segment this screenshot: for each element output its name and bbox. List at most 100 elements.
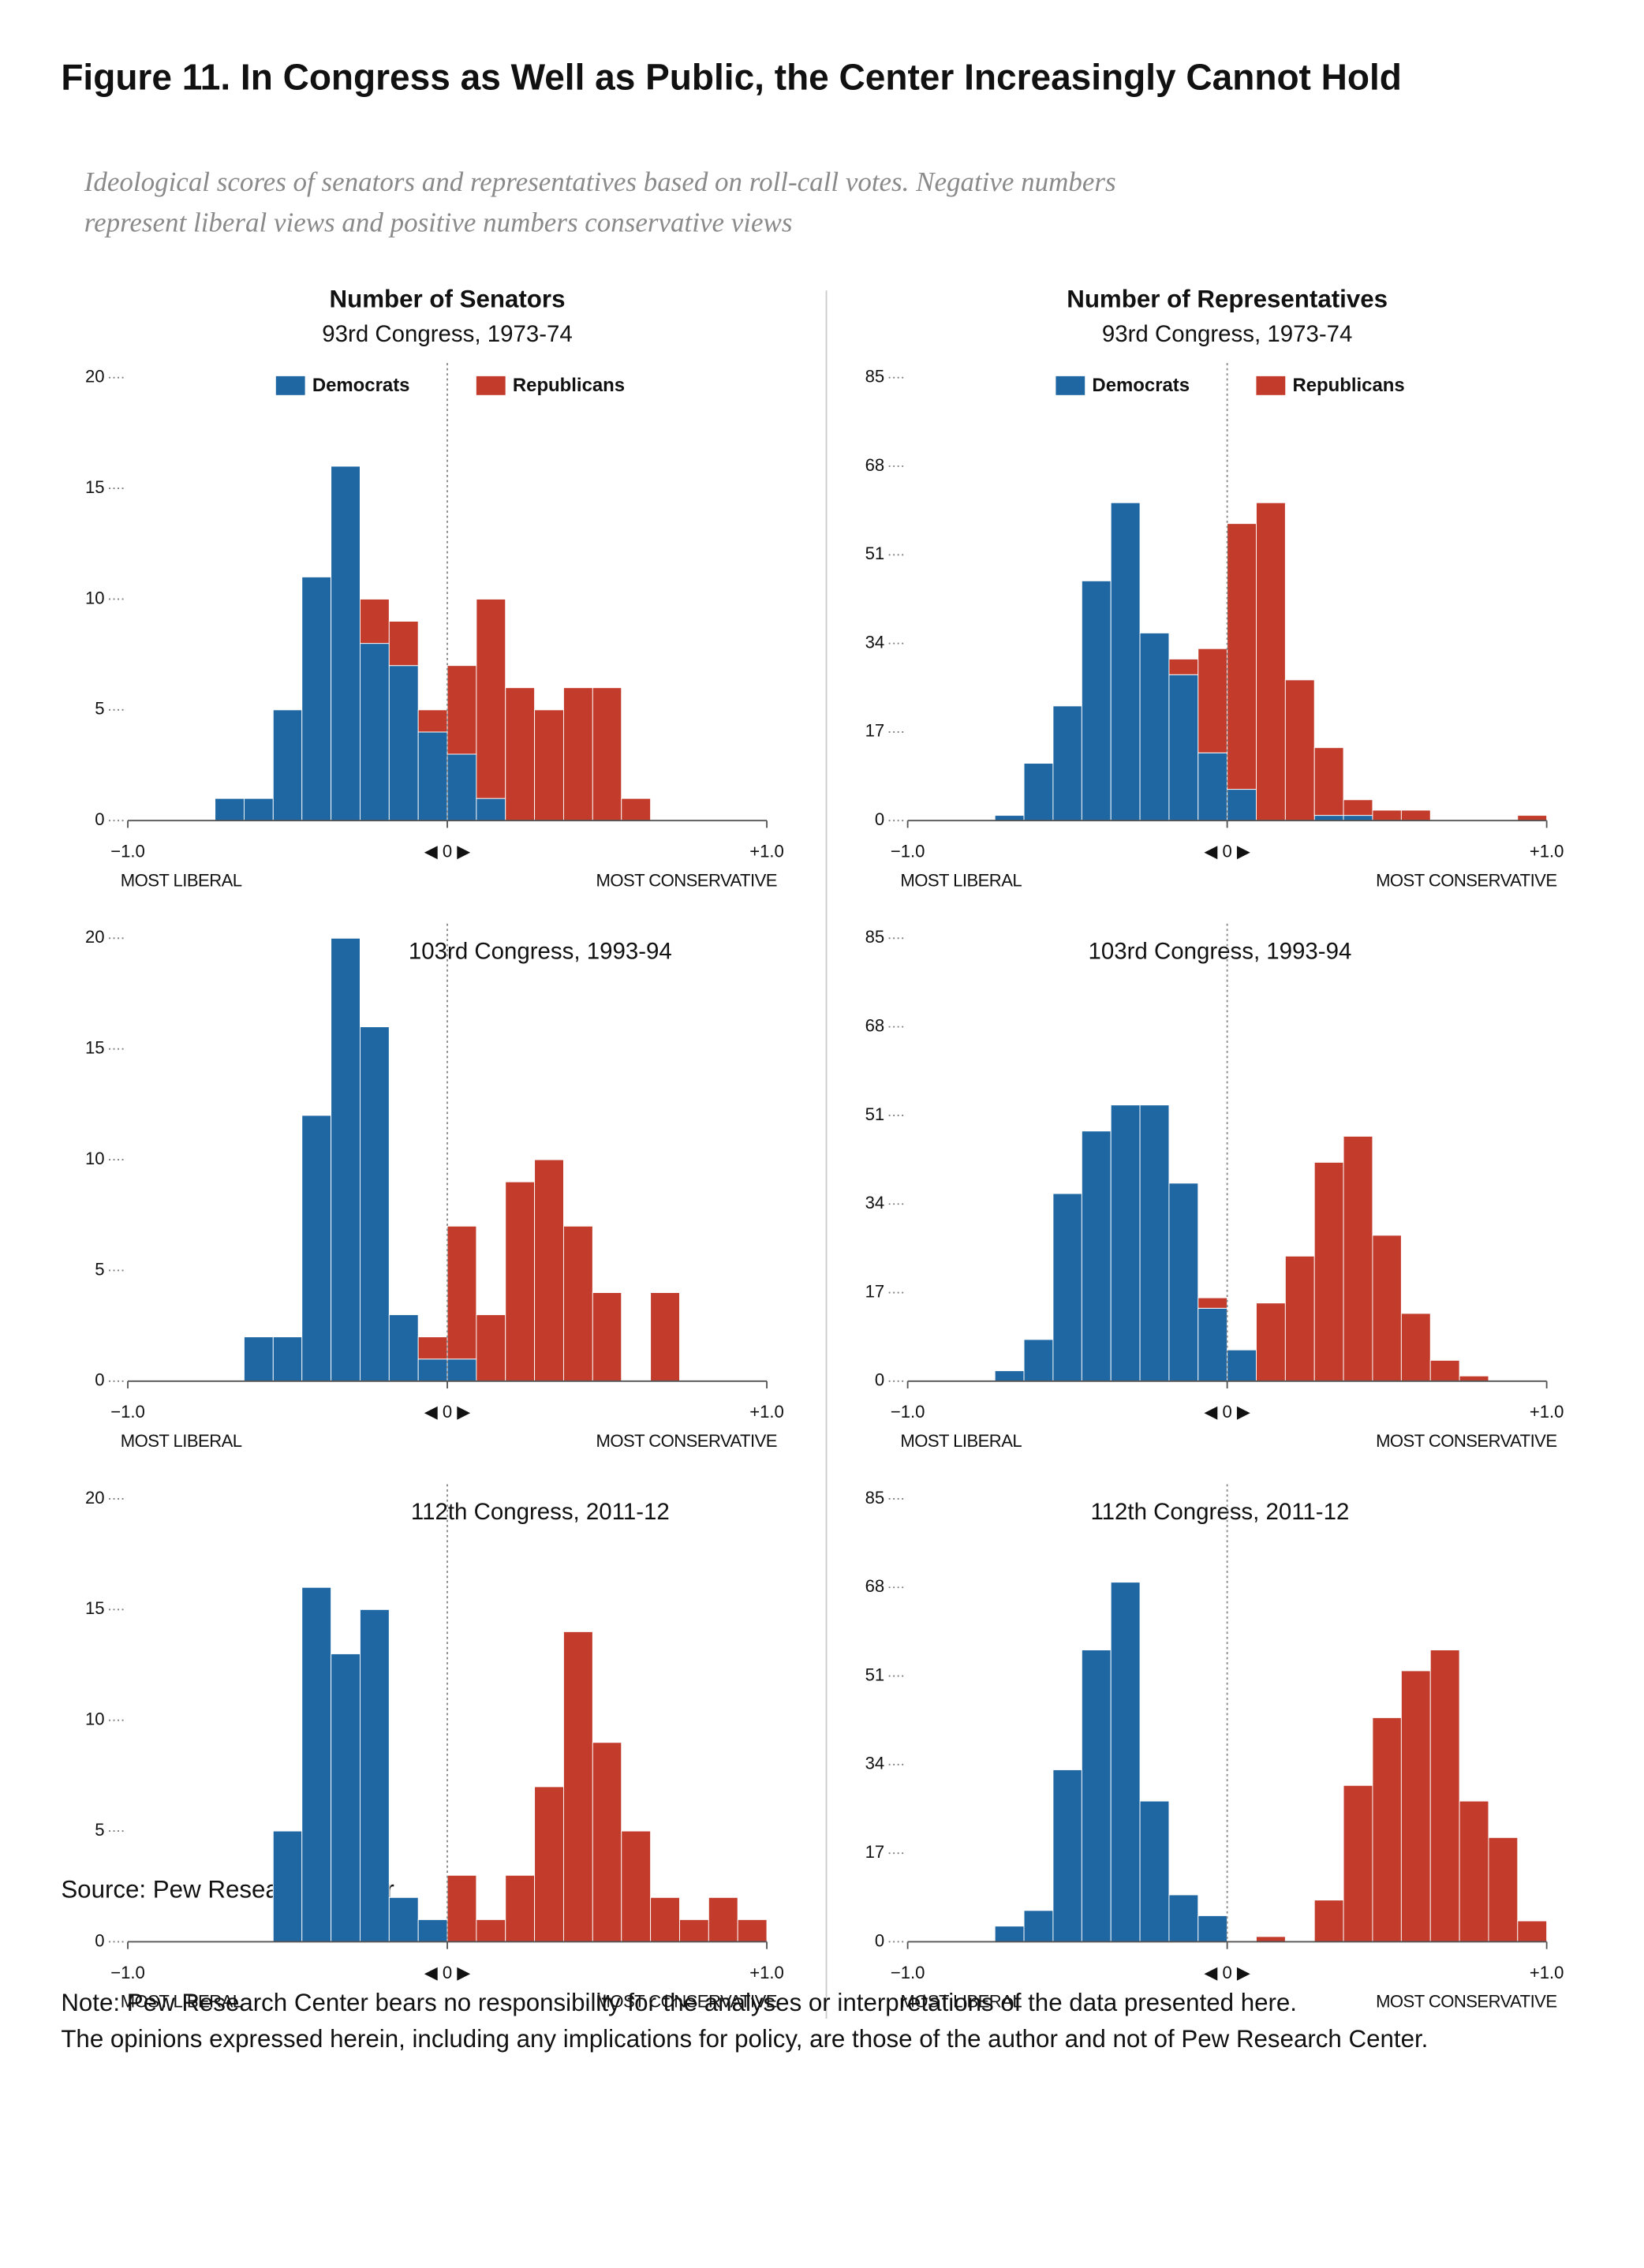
panel-title: Number of Senators <box>330 285 566 312</box>
x-annotation: MOST CONSERVATIVE <box>1376 870 1556 890</box>
bar <box>1343 815 1373 821</box>
y-tick-label: 5 <box>95 1820 104 1840</box>
bar <box>592 1292 622 1382</box>
bar <box>1168 658 1199 675</box>
bar <box>359 1609 390 1942</box>
bar <box>650 1896 680 1942</box>
y-tick-label: 10 <box>85 588 105 607</box>
bar <box>650 1292 680 1382</box>
bar <box>476 599 506 799</box>
bar <box>1081 580 1112 821</box>
bar <box>1139 632 1170 821</box>
panel-subtitle: 112th Congress, 2011-12 <box>411 1499 670 1525</box>
bar <box>417 1358 448 1382</box>
bar <box>562 1631 593 1942</box>
bar <box>446 753 477 821</box>
x-tick-label: ◀ 0 ▶ <box>424 1963 471 1982</box>
bar <box>737 1919 768 1942</box>
y-tick-label: 20 <box>85 1488 105 1508</box>
y-tick-label: 20 <box>85 367 105 387</box>
bar <box>1023 1339 1054 1382</box>
y-tick-label: 68 <box>865 455 885 475</box>
bar <box>446 665 477 755</box>
x-annotation: MOST CONSERVATIVE <box>1376 1992 1556 2012</box>
bar <box>994 1370 1025 1382</box>
x-annotation: MOST CONSERVATIVE <box>1376 1431 1556 1451</box>
y-tick-label: 0 <box>875 809 884 829</box>
bar <box>1168 1894 1199 1942</box>
bar <box>1459 1375 1489 1382</box>
figure-subtitle: Ideological scores of senators and repre… <box>84 166 1116 197</box>
x-tick-label: +1.0 <box>1530 1963 1564 1982</box>
bar <box>417 1336 448 1360</box>
y-tick-label: 20 <box>85 927 105 947</box>
bar <box>359 1026 390 1382</box>
y-tick-label: 0 <box>95 1370 104 1390</box>
y-tick-label: 17 <box>865 721 885 741</box>
bar <box>1313 747 1344 816</box>
y-tick-label: 34 <box>865 1193 885 1212</box>
bar <box>994 815 1025 821</box>
y-tick-label: 17 <box>865 1281 885 1301</box>
x-tick-label: ◀ 0 ▶ <box>1204 842 1250 861</box>
legend-label: Republicans <box>513 375 625 396</box>
y-tick-label: 5 <box>95 699 104 719</box>
legend-swatch <box>275 376 305 395</box>
bar <box>1023 763 1054 821</box>
legend-label: Democrats <box>1092 375 1190 396</box>
bar <box>1198 648 1228 753</box>
x-tick-label: ◀ 0 ▶ <box>424 1402 471 1422</box>
bar <box>592 687 622 821</box>
bar <box>243 798 274 821</box>
bar <box>1198 1915 1228 1942</box>
bar <box>562 687 593 821</box>
bar <box>1372 1717 1402 1942</box>
y-tick-label: 17 <box>865 1842 885 1862</box>
bar <box>679 1919 709 1942</box>
y-tick-label: 51 <box>865 1104 885 1124</box>
x-tick-label: +1.0 <box>1530 1402 1564 1422</box>
bar <box>1110 1582 1141 1942</box>
y-tick-label: 85 <box>865 367 885 387</box>
bar <box>417 709 448 733</box>
y-tick-label: 0 <box>95 1930 104 1950</box>
y-tick-label: 85 <box>865 1488 885 1508</box>
y-tick-label: 34 <box>865 1754 885 1773</box>
x-tick-label: ◀ 0 ▶ <box>1204 1402 1250 1422</box>
bar <box>272 709 303 821</box>
bar <box>1198 1307 1228 1382</box>
x-annotation: MOST LIBERAL <box>900 870 1022 890</box>
panel-title: Number of Representatives <box>1067 285 1388 312</box>
bar <box>1198 1297 1228 1309</box>
bar <box>1343 1784 1373 1942</box>
y-tick-label: 15 <box>85 1598 105 1618</box>
x-annotation: MOST LIBERAL <box>121 1992 242 2012</box>
bar <box>1023 1910 1054 1942</box>
panel-subtitle: 112th Congress, 2011-12 <box>1091 1499 1350 1525</box>
bar <box>1343 1135 1373 1382</box>
bar <box>215 798 245 821</box>
y-tick-label: 5 <box>95 1259 104 1279</box>
bar <box>1400 1313 1431 1382</box>
panel-subtitle: 93rd Congress, 1973-74 <box>1102 321 1352 347</box>
panel-subtitle: 103rd Congress, 1993-94 <box>1089 939 1352 965</box>
bar <box>505 1181 536 1382</box>
bar <box>1488 1836 1519 1942</box>
bar <box>505 1874 536 1942</box>
bar <box>1372 1235 1402 1382</box>
note: The opinions expressed herein, including… <box>61 2025 1428 2053</box>
bar <box>1139 1800 1170 1942</box>
bar <box>621 798 652 821</box>
x-tick-label: +1.0 <box>1530 842 1564 861</box>
x-annotation: MOST CONSERVATIVE <box>596 1431 776 1451</box>
y-tick-label: 51 <box>865 544 885 563</box>
bar <box>388 665 419 821</box>
y-tick-label: 15 <box>85 1038 105 1058</box>
x-tick-label: −1.0 <box>891 842 925 861</box>
legend-label: Democrats <box>312 375 410 396</box>
bar <box>1139 1104 1170 1382</box>
y-tick-label: 10 <box>85 1709 105 1729</box>
bar <box>1256 502 1286 821</box>
bar <box>476 798 506 821</box>
